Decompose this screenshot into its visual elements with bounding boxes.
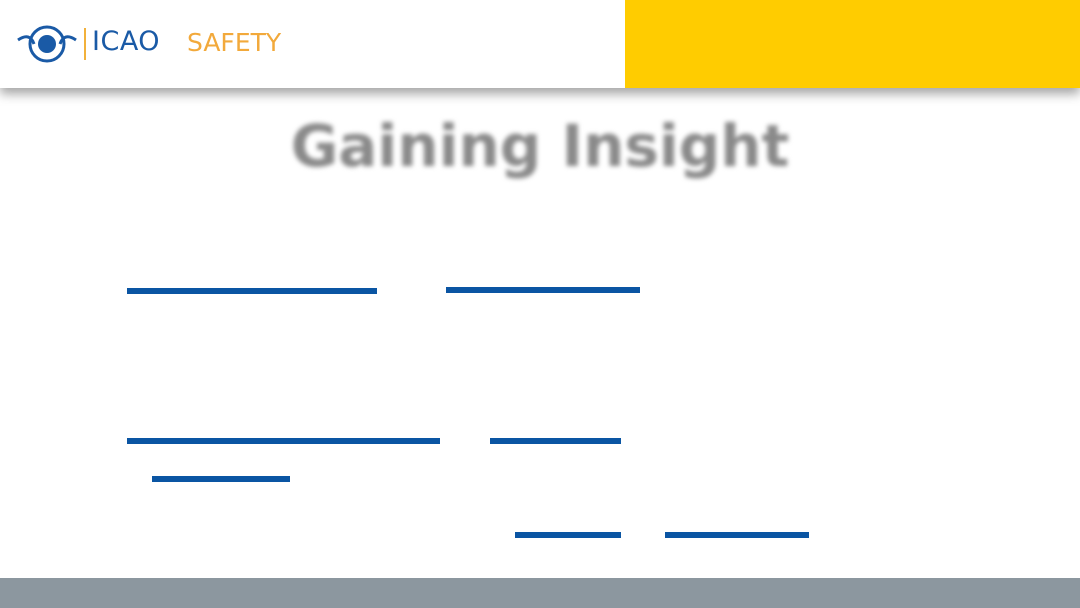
brand: ICAO	[92, 26, 161, 57]
footer	[0, 578, 1080, 608]
blank-line	[515, 532, 621, 538]
divider	[84, 28, 86, 60]
blank-line	[152, 476, 290, 482]
blank-line	[665, 532, 809, 538]
yellow-block	[625, 0, 1080, 88]
section: SAFETY	[187, 28, 282, 57]
blank-line	[446, 287, 640, 293]
header: ICAO SAFETY	[0, 0, 1080, 88]
blank-line	[127, 288, 377, 294]
logo	[17, 25, 77, 63]
blank-line	[490, 438, 621, 444]
blank-line	[127, 438, 440, 444]
slide-title: Gaining Insight	[290, 112, 790, 180]
